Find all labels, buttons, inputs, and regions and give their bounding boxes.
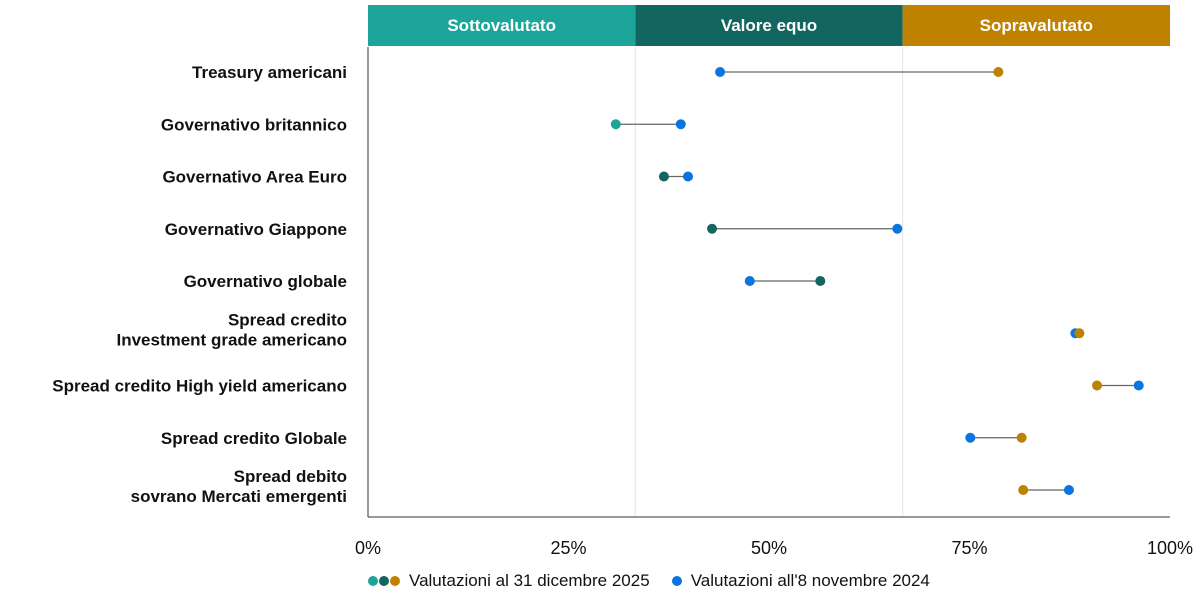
point-2025 [610,119,621,130]
band-header-0 [368,5,636,46]
legend-dot-overvalued [390,576,400,586]
legend: Valutazioni al 31 dicembre 2025 Valutazi… [368,571,952,591]
band-label-2: Sopravalutato [980,16,1093,35]
band-header-2 [902,5,1170,46]
category-label: Governativo Giappone [165,220,347,239]
legend-dot-fair [379,576,389,586]
category-label: Spread credito Investment grade americano [116,310,347,349]
legend-item-2024: Valutazioni all'8 novembre 2024 [671,571,930,591]
x-tick-label: 100% [1147,538,1193,558]
point-2025 [1018,485,1029,495]
category-label: Governativo Area Euro [162,168,347,187]
category-label: Governativo britannico [161,115,347,134]
legend-item-2025: Valutazioni al 31 dicembre 2025 [368,571,650,591]
band-label-0: Sottovalutato [447,16,556,35]
legend-dot-undervalued [368,576,378,586]
band-header-1 [635,5,903,46]
point-2024 [675,119,686,130]
category-label: Governativo globale [184,272,347,291]
point-2024 [715,67,726,77]
point-2025 [1092,380,1103,391]
x-tick-label: 25% [550,538,586,558]
x-tick-label: 0% [355,538,381,558]
point-2025 [993,67,1004,77]
category-label: Treasury americani [192,63,347,82]
category-label: Spread credito Globale [161,429,347,448]
point-2025 [658,171,669,182]
point-2025 [815,276,826,286]
point-2025 [707,223,718,234]
band-label-1: Valore equo [721,16,817,35]
point-2024 [1063,485,1074,495]
point-2024 [892,223,903,234]
point-2025 [1074,328,1085,339]
point-2024 [1133,380,1144,391]
point-2025 [1016,432,1027,443]
legend-label-2024: Valutazioni all'8 novembre 2024 [690,571,930,590]
legend-dot-2024 [671,576,682,586]
point-2024 [965,432,976,443]
category-label: Spread credito High yield americano [52,377,347,396]
x-tick-label: 75% [951,538,987,558]
point-2024 [682,171,693,182]
x-tick-label: 50% [751,538,787,558]
point-2024 [744,276,755,286]
legend-label-2025: Valutazioni al 31 dicembre 2025 [409,571,650,590]
category-label: Spread debito sovrano Mercati emergenti [131,467,347,506]
